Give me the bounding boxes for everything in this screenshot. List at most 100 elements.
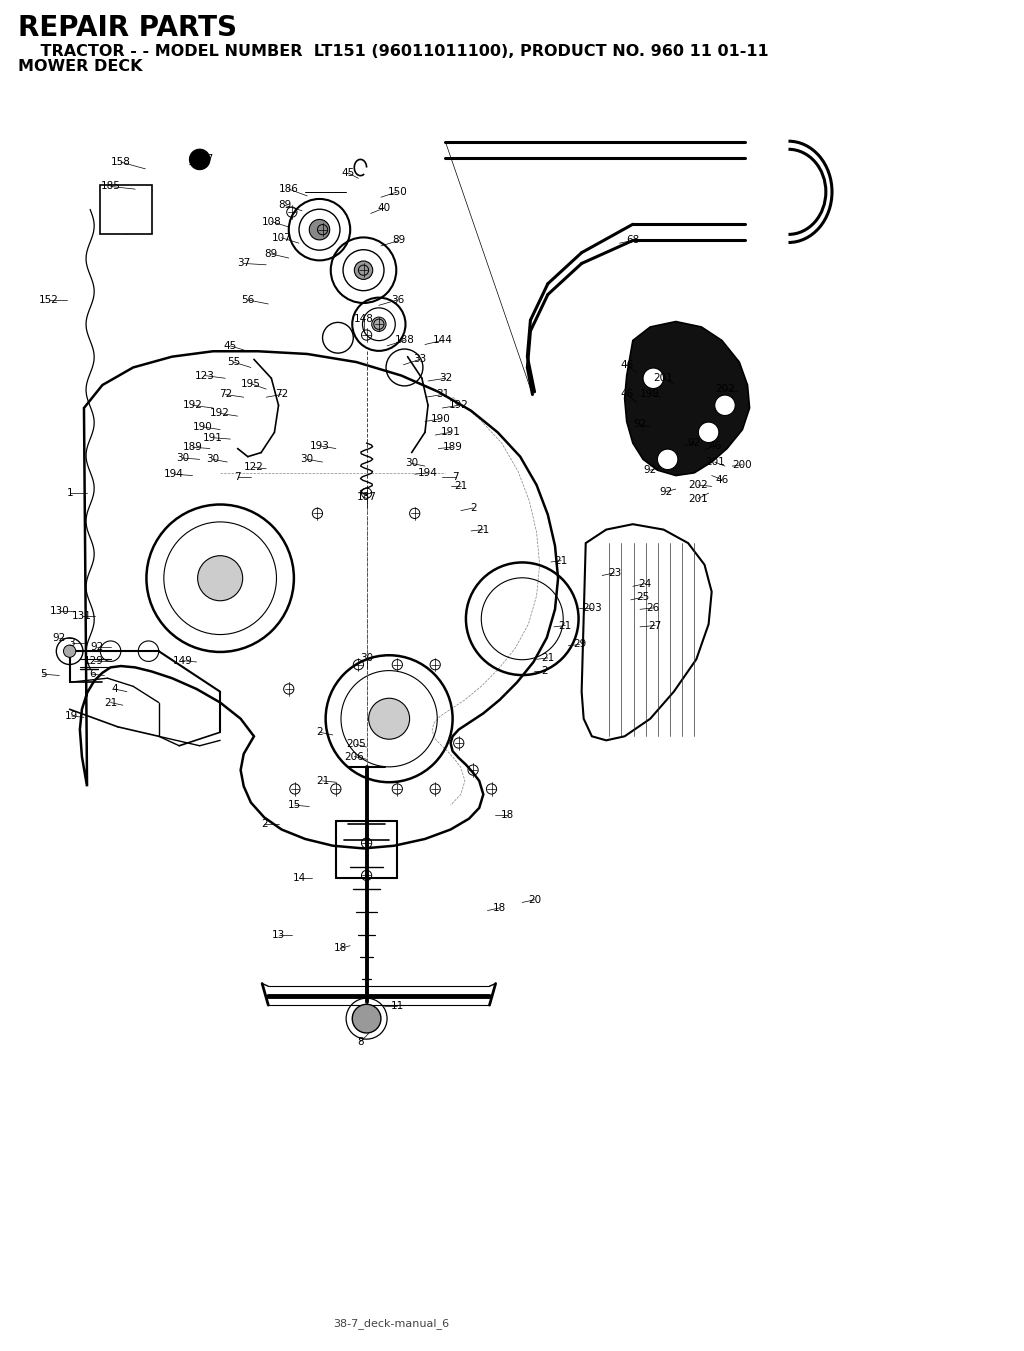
Text: 14: 14 xyxy=(293,873,305,884)
Text: 89: 89 xyxy=(265,249,278,259)
Text: 18: 18 xyxy=(494,902,506,913)
Text: 55: 55 xyxy=(227,357,240,367)
Text: 192: 192 xyxy=(449,400,469,411)
Text: 45: 45 xyxy=(342,168,354,178)
Text: 205: 205 xyxy=(346,739,367,750)
Text: 194: 194 xyxy=(418,467,438,478)
Text: 202: 202 xyxy=(715,384,735,394)
Text: 21: 21 xyxy=(559,620,571,631)
Text: 21: 21 xyxy=(542,653,554,663)
Bar xyxy=(100,185,152,234)
Text: 68: 68 xyxy=(627,235,639,246)
Text: 130: 130 xyxy=(49,605,70,616)
Text: 206: 206 xyxy=(344,751,365,762)
Text: 92: 92 xyxy=(53,632,66,643)
Text: 92: 92 xyxy=(644,465,656,476)
Circle shape xyxy=(369,698,410,739)
Text: 92: 92 xyxy=(91,642,103,653)
Text: 201: 201 xyxy=(688,493,709,504)
Text: 149: 149 xyxy=(172,655,193,666)
Circle shape xyxy=(715,394,735,416)
Text: 201: 201 xyxy=(705,457,725,467)
Circle shape xyxy=(643,367,664,389)
Text: 122: 122 xyxy=(244,462,264,473)
Circle shape xyxy=(657,449,678,470)
Text: 150: 150 xyxy=(387,186,408,197)
Text: 30: 30 xyxy=(406,458,418,469)
Text: 92: 92 xyxy=(688,438,700,449)
Text: 190: 190 xyxy=(193,422,213,432)
Text: 11: 11 xyxy=(391,1001,403,1012)
Text: 20: 20 xyxy=(528,894,541,905)
Text: 2: 2 xyxy=(261,819,267,830)
Text: 148: 148 xyxy=(353,313,374,324)
Text: 192: 192 xyxy=(210,408,230,419)
Text: 18: 18 xyxy=(334,943,346,954)
Text: 36: 36 xyxy=(391,295,403,305)
Text: 72: 72 xyxy=(219,389,231,400)
Text: 2: 2 xyxy=(316,727,323,738)
Text: 32: 32 xyxy=(439,373,452,384)
Circle shape xyxy=(189,149,210,170)
Text: 18: 18 xyxy=(502,809,514,820)
Text: 129: 129 xyxy=(84,655,104,666)
Text: 37: 37 xyxy=(238,258,250,269)
Circle shape xyxy=(63,644,76,658)
Text: 46: 46 xyxy=(621,359,633,370)
Text: 199: 199 xyxy=(640,389,660,400)
Text: 92: 92 xyxy=(659,486,672,497)
Text: 89: 89 xyxy=(393,235,406,246)
Text: 72: 72 xyxy=(275,389,288,400)
Text: 25: 25 xyxy=(637,592,649,603)
Text: 2: 2 xyxy=(470,503,476,513)
Text: 26: 26 xyxy=(647,603,659,613)
Text: 188: 188 xyxy=(394,335,415,346)
Circle shape xyxy=(309,219,330,240)
Text: 193: 193 xyxy=(309,440,330,451)
Text: 24: 24 xyxy=(639,578,651,589)
Text: 191: 191 xyxy=(440,427,461,438)
Text: 8: 8 xyxy=(357,1036,364,1047)
Text: 46: 46 xyxy=(716,474,728,485)
Text: 92: 92 xyxy=(634,419,646,430)
Text: 21: 21 xyxy=(104,697,117,708)
Text: 189: 189 xyxy=(442,442,463,453)
Text: 5: 5 xyxy=(40,669,46,680)
Text: 202: 202 xyxy=(688,480,709,490)
Text: 29: 29 xyxy=(573,639,586,650)
Text: 21: 21 xyxy=(555,555,567,566)
Text: 67: 67 xyxy=(201,154,213,165)
Text: 190: 190 xyxy=(430,413,451,424)
Text: 38-7_deck-manual_6: 38-7_deck-manual_6 xyxy=(333,1319,449,1329)
Text: 30: 30 xyxy=(176,453,188,463)
Text: 56: 56 xyxy=(242,295,254,305)
Text: 108: 108 xyxy=(261,216,282,227)
Text: 21: 21 xyxy=(316,775,329,786)
Text: 19: 19 xyxy=(66,711,78,721)
Text: 158: 158 xyxy=(111,157,131,168)
Text: 144: 144 xyxy=(432,335,453,346)
Text: MOWER DECK: MOWER DECK xyxy=(18,59,143,74)
Text: 40: 40 xyxy=(378,203,390,213)
Text: 46: 46 xyxy=(709,440,721,451)
Text: 31: 31 xyxy=(436,389,449,400)
Text: 189: 189 xyxy=(182,442,203,453)
Text: 27: 27 xyxy=(649,620,662,631)
Text: 7: 7 xyxy=(234,471,241,482)
Text: 200: 200 xyxy=(732,459,753,470)
Text: 30: 30 xyxy=(301,454,313,465)
Text: 152: 152 xyxy=(39,295,59,305)
Text: 7: 7 xyxy=(453,471,459,482)
Circle shape xyxy=(354,261,373,280)
Circle shape xyxy=(352,1004,381,1034)
Circle shape xyxy=(372,317,386,331)
Circle shape xyxy=(198,555,243,601)
Text: 186: 186 xyxy=(279,184,299,195)
Text: 4: 4 xyxy=(112,684,118,694)
Text: 1: 1 xyxy=(67,488,73,499)
Text: 30: 30 xyxy=(360,653,373,663)
Text: 195: 195 xyxy=(241,378,261,389)
Text: 21: 21 xyxy=(455,481,467,492)
Text: 123: 123 xyxy=(195,370,215,381)
Circle shape xyxy=(698,422,719,443)
